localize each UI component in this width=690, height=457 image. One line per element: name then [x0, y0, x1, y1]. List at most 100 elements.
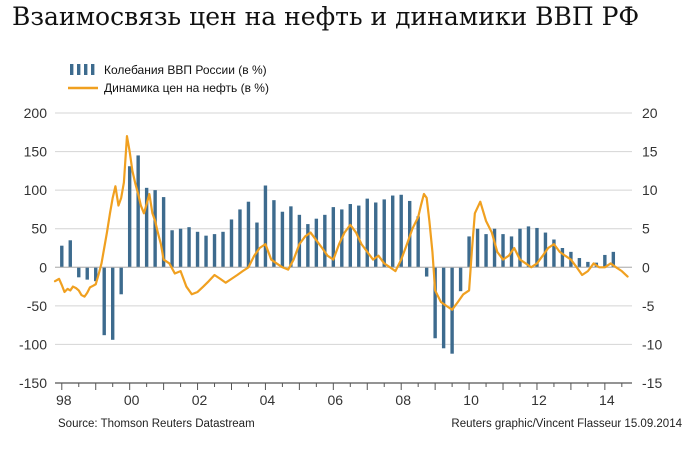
credit-note: Reuters graphic/Vincent Flasseur 15.09.2… — [451, 418, 682, 430]
gdp-bar — [331, 207, 336, 268]
legend: Колебания ВВП России (в %) Динамика цен н… — [68, 63, 269, 95]
right-tick-label: 0 — [642, 259, 650, 275]
left-tick-label: 150 — [24, 144, 48, 160]
legend-bar-swatch — [77, 64, 81, 75]
right-tick-label: -15 — [642, 375, 662, 391]
gdp-bar — [560, 248, 565, 268]
gdp-bar — [153, 190, 157, 268]
x-tick-label: 06 — [328, 392, 344, 408]
legend-bar-swatch — [91, 64, 95, 75]
gdp-bar — [85, 267, 89, 280]
gdp-bar — [577, 258, 582, 268]
gdp-bar — [102, 267, 106, 336]
right-tick-label: 15 — [642, 144, 658, 160]
gdp-bar — [111, 267, 115, 340]
gdp-bar — [212, 234, 217, 268]
gdp-bar — [382, 199, 386, 268]
x-tick-label: 14 — [599, 392, 615, 408]
gdp-bar — [306, 224, 310, 268]
gdp-bar — [365, 198, 369, 268]
gdp-bar — [204, 235, 208, 268]
gdp-bar — [416, 216, 420, 268]
oil-price-line-layer — [53, 135, 629, 311]
gdp-bar — [195, 231, 200, 268]
source-note: Source: Thomson Reuters Datastream — [58, 418, 255, 430]
gdp-bar — [467, 236, 471, 268]
gdp-bar — [289, 206, 293, 268]
gdp-bar — [144, 187, 149, 268]
gdp-bar — [68, 240, 72, 268]
gdp-bar — [374, 202, 378, 268]
gdp-bar — [178, 228, 183, 268]
right-tick-label: -5 — [642, 298, 655, 314]
gdp-bar — [136, 155, 140, 268]
x-axis-ticks: 98 00 02 04 06 08 10 12 14 — [56, 392, 615, 408]
gdp-bar — [348, 204, 352, 268]
legend-label-oil: Динамика цен на нефть (в %) — [104, 81, 269, 95]
left-tick-label: 100 — [24, 182, 48, 198]
gdp-bar — [526, 226, 531, 268]
right-tick-label: 10 — [642, 182, 658, 198]
gdp-bar — [187, 227, 191, 268]
right-axis-ticks: 20 15 10 5 0 -5 -10 -15 — [642, 105, 662, 391]
gdp-bar — [221, 231, 225, 268]
gdp-bar — [518, 228, 522, 268]
x-tick-label: 00 — [124, 392, 140, 408]
gdp-bar — [433, 267, 437, 339]
gdp-bar — [263, 185, 268, 268]
right-tick-label: -10 — [642, 336, 662, 352]
gdp-bar — [229, 219, 234, 268]
x-tick-label: 02 — [192, 392, 208, 408]
gdp-bar — [484, 234, 488, 268]
gdp-bar — [323, 214, 327, 268]
gdp-bar — [441, 267, 446, 349]
gdp-bars — [60, 155, 616, 354]
gdp-bar — [60, 245, 64, 268]
right-tick-label: 20 — [642, 105, 658, 121]
gdp-bar — [127, 166, 132, 268]
gdp-bar — [280, 211, 285, 268]
oil-price-line — [53, 135, 629, 311]
x-tick-label: 98 — [56, 392, 72, 408]
gdp-bar — [399, 194, 403, 268]
right-tick-label: 5 — [642, 221, 650, 237]
gdp-bar — [94, 267, 98, 282]
gdp-bar — [543, 232, 548, 268]
left-tick-label: 200 — [24, 105, 48, 121]
gdp-bar — [238, 209, 242, 268]
axes — [55, 266, 632, 390]
gdp-bar — [501, 234, 505, 268]
gdp-bar — [255, 222, 259, 268]
gdp-bar — [246, 201, 251, 268]
gdp-bar — [170, 230, 174, 268]
gdp-bar — [611, 251, 616, 268]
gdp-bar — [272, 200, 276, 268]
chart-title: Взаимосвязь цен на нефть и динамики ВВП … — [12, 2, 640, 31]
gdp-bar — [119, 267, 123, 295]
x-tick-label: 08 — [395, 392, 411, 408]
x-tick-label: 04 — [260, 392, 276, 408]
gdp-bar — [475, 228, 480, 268]
gdp-bar — [586, 261, 590, 268]
gdp-bar — [535, 227, 539, 268]
gdp-bar — [161, 197, 166, 268]
gdp-bar — [458, 267, 463, 292]
legend-bar-swatch — [84, 64, 88, 75]
gdp-bar — [297, 214, 302, 268]
gdp-bar — [314, 218, 319, 268]
left-tick-label: -150 — [19, 375, 47, 391]
gdp-bar — [552, 239, 556, 268]
left-axis-ticks: 200 150 100 50 0 -50 -100 -150 — [19, 105, 47, 391]
left-tick-label: 50 — [31, 221, 47, 237]
gdp-bar — [77, 267, 81, 278]
x-tick-label: 12 — [531, 392, 547, 408]
left-tick-label: -100 — [19, 336, 47, 352]
gdp-bar — [391, 195, 395, 268]
x-tick-label: 10 — [463, 392, 479, 408]
gdp-bar — [603, 254, 607, 268]
gdp-bar — [424, 267, 429, 277]
gdp-bar — [492, 228, 497, 268]
left-tick-label: -50 — [27, 298, 47, 314]
legend-label-gdp: Колебания ВВП России (в %) — [104, 63, 267, 77]
